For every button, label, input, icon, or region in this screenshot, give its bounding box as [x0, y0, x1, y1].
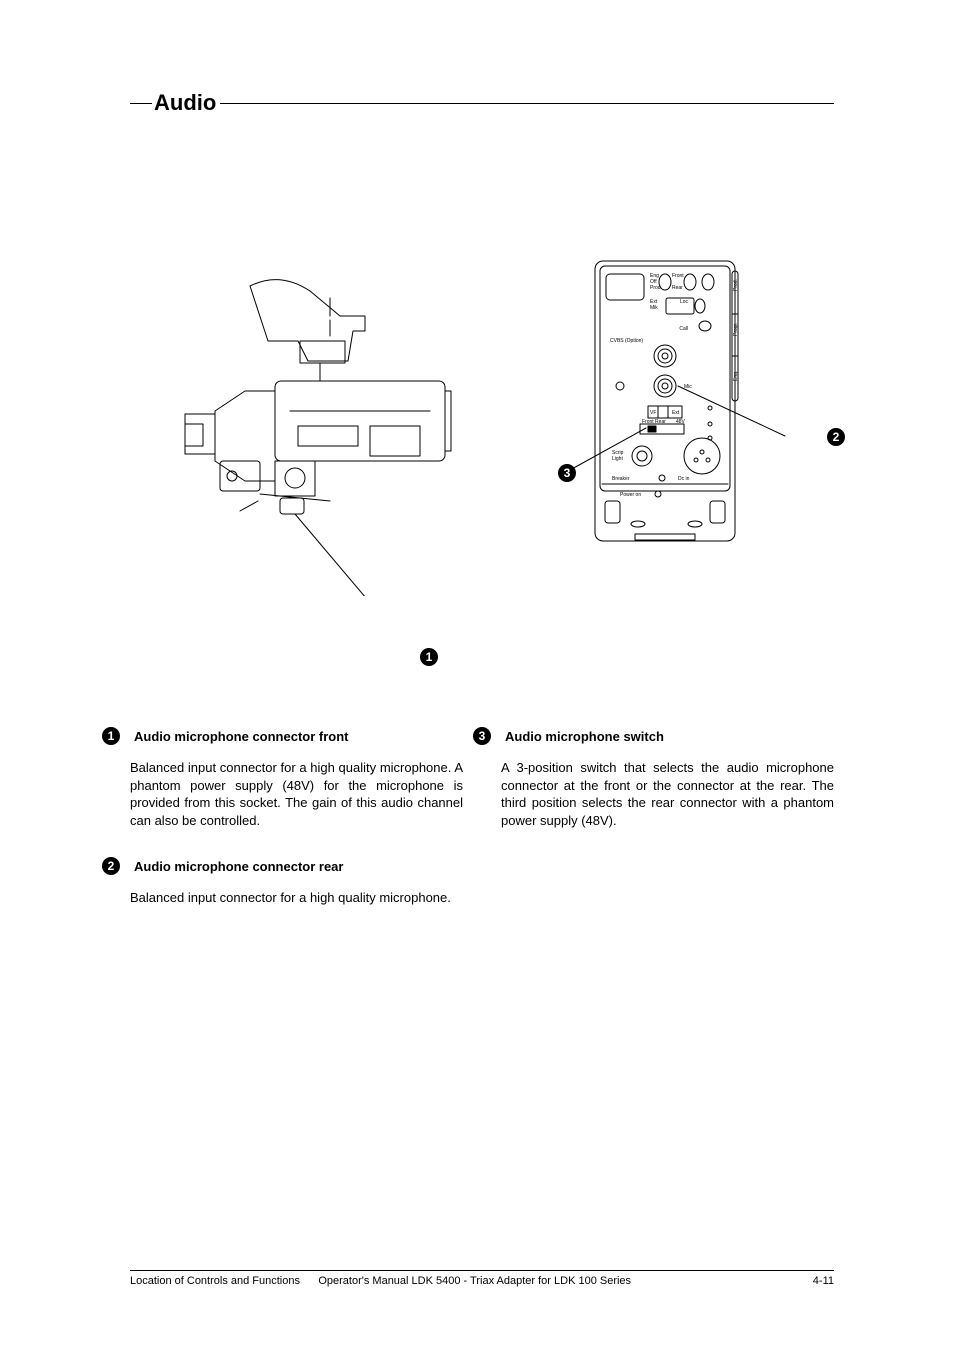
camera-diagram: [180, 276, 460, 596]
heading-rule: [220, 103, 834, 104]
rear-panel-diagram: Eng Off Prod Front Rear Ext Mik Loc Call…: [550, 256, 800, 596]
callout-number-3-icon: 3: [473, 727, 491, 745]
footer-left: Location of Controls and Functions Opera…: [130, 1275, 631, 1287]
diagram-area: 1: [130, 176, 830, 681]
callout-number-1-icon: 1: [102, 727, 120, 745]
panel-label-poweron: Power on: [620, 492, 641, 498]
panel-label-prod: Prod: [650, 285, 661, 291]
item-3-body: A 3-position switch that selects the aud…: [501, 759, 834, 829]
panel-label-48v: 48V: [676, 419, 686, 425]
panel-label-ext2: Ext: [672, 410, 680, 416]
footer-page-number: 4-11: [813, 1275, 834, 1287]
item-1-title: Audio microphone connector front: [134, 729, 349, 744]
item-2-title: Audio microphone connector rear: [134, 859, 343, 874]
panel-label-call: Call: [679, 326, 688, 332]
diagram-callout-3: 3: [558, 464, 576, 482]
description-columns: 1 Audio microphone connector front Balan…: [130, 727, 834, 935]
heading-text: Audio: [152, 90, 220, 116]
panel-label-side-progr: Progr.: [733, 323, 739, 336]
right-column: 3 Audio microphone switch A 3-position s…: [501, 727, 834, 935]
callout-number-2-icon: 2: [102, 857, 120, 875]
panel-label-breaker: Breaker: [612, 476, 630, 482]
panel-label-front: Front: [672, 273, 684, 279]
item-2-body: Balanced input connector for a high qual…: [130, 889, 463, 907]
panel-label-vf: VF: [650, 410, 656, 416]
item-1-heading: 1 Audio microphone connector front: [130, 727, 463, 745]
panel-label-front-rear: Front Rear: [642, 419, 666, 425]
section-heading: Audio: [130, 90, 834, 116]
callout-number-3-icon: 3: [558, 464, 576, 482]
item-3-heading: 3 Audio microphone switch: [501, 727, 834, 745]
panel-label-rear: Rear: [672, 285, 683, 291]
diagram-callout-2: 2: [827, 428, 845, 446]
callout-number-2-icon: 2: [827, 428, 845, 446]
heading-leading-dash: [130, 103, 152, 104]
panel-label-loc: Loc: [680, 299, 689, 305]
panel-label-side-eng: Eng.: [733, 371, 739, 381]
panel-label-mik: Mik: [650, 305, 658, 311]
diagram-callout-1: 1: [420, 648, 438, 666]
panel-label-dcin: Dc in: [678, 476, 690, 482]
item-1-body: Balanced input connector for a high qual…: [130, 759, 463, 829]
panel-label-side-prod: Prod.: [733, 279, 739, 291]
callout-number-1-icon: 1: [420, 648, 438, 666]
item-2-heading: 2 Audio microphone connector rear: [130, 857, 463, 875]
left-column: 1 Audio microphone connector front Balan…: [130, 727, 463, 935]
panel-label-cvbs: CVBS (Option): [610, 338, 643, 344]
panel-label-light: Light: [612, 456, 623, 462]
page-footer: Location of Controls and Functions Opera…: [130, 1270, 834, 1287]
item-3-title: Audio microphone switch: [505, 729, 664, 744]
panel-label-mic: Mic: [684, 384, 692, 390]
